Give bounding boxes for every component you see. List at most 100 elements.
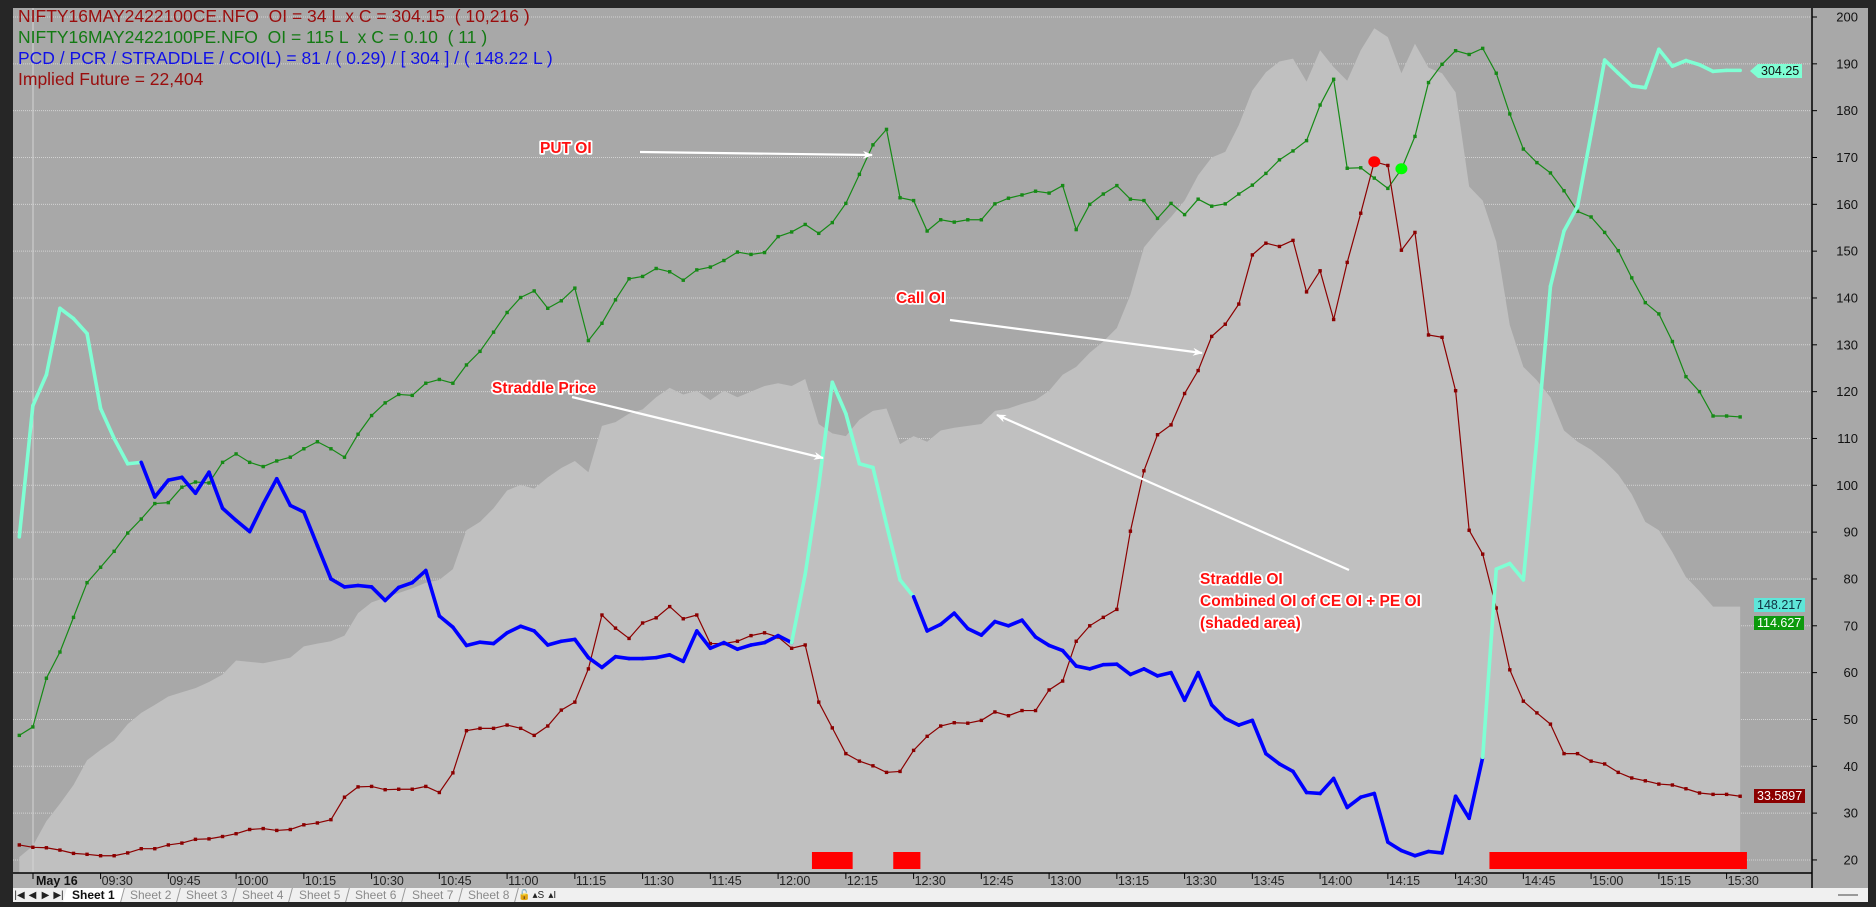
put-oi-point xyxy=(275,459,279,463)
straddle-price-segment xyxy=(112,436,130,466)
straddle-price-segment xyxy=(1196,670,1214,707)
tab-sheet-5[interactable]: Sheet 5 xyxy=(289,888,351,902)
straddle-price-segment xyxy=(451,625,469,648)
x-tick-label: 10:30 xyxy=(373,874,404,888)
put-oi-point xyxy=(830,220,834,225)
tab-sheet-6[interactable]: Sheet 6 xyxy=(346,888,407,902)
call-oi-point xyxy=(1250,253,1255,257)
put-oi-point xyxy=(342,455,347,459)
call-oi-point xyxy=(112,854,116,858)
put-oi-point xyxy=(1142,198,1146,203)
put-oi-point xyxy=(1115,183,1119,188)
call-oi-point xyxy=(437,790,442,795)
prev-sheet-button[interactable]: ◀ xyxy=(28,889,37,901)
lock-icon[interactable]: 🔓 xyxy=(518,889,531,901)
straddle-price-segment xyxy=(369,585,387,603)
y-tick-label: 120 xyxy=(1836,384,1858,399)
straddle-price-segment xyxy=(315,543,333,581)
tab-sheet-3[interactable]: Sheet 3 xyxy=(177,888,238,902)
straddle-price-segment xyxy=(1264,751,1282,766)
call-oi-point xyxy=(762,631,767,635)
call-oi-point xyxy=(1697,791,1702,795)
straddle-price-segment xyxy=(1494,561,1512,571)
ce-peak-dot xyxy=(1368,156,1381,168)
straddle-price-segment xyxy=(532,629,550,647)
put-oi-point xyxy=(17,733,21,738)
call-oi-point xyxy=(1467,528,1471,532)
call-oi-point xyxy=(1155,433,1160,437)
x-tick-label: 12:30 xyxy=(915,874,946,888)
call-oi-point xyxy=(207,837,211,841)
last-sheet-button[interactable]: ▶| xyxy=(53,889,64,901)
call-oi-point xyxy=(668,604,672,609)
straddle-price-segment xyxy=(274,476,293,508)
put-oi-point xyxy=(207,481,211,485)
call-oi-point xyxy=(1426,333,1431,337)
call-oi-point xyxy=(1237,302,1241,306)
put-oi-point xyxy=(1481,46,1485,51)
call-oi-point xyxy=(451,771,455,775)
straddle-price-segment xyxy=(1616,71,1634,88)
scale-s-icon[interactable]: ▴S xyxy=(532,889,545,901)
straddle-price-segment xyxy=(884,522,902,582)
annotation-call-oi: Call OI xyxy=(896,290,945,307)
call-oi-point xyxy=(1711,792,1715,797)
x-axis-panel xyxy=(13,873,1812,888)
put-oi-point xyxy=(1494,71,1498,75)
series-layer xyxy=(17,46,1742,858)
call-oi-point xyxy=(1182,391,1187,396)
call-oi-point xyxy=(1088,624,1092,628)
call-oi-point xyxy=(1277,244,1282,249)
put-oi-point xyxy=(1291,149,1295,153)
call-oi-point xyxy=(491,726,496,731)
straddle-price-segment xyxy=(464,640,482,648)
call-oi-point xyxy=(98,854,103,858)
x-tick-label: 11:45 xyxy=(711,874,741,888)
put-oi-point xyxy=(776,234,780,239)
scale-i-icon[interactable]: ▴I xyxy=(548,889,557,901)
first-sheet-button[interactable]: |◀ xyxy=(14,889,25,901)
straddle-price-segment xyxy=(1033,635,1051,648)
call-oi-point xyxy=(1020,708,1024,713)
put-oi-point xyxy=(464,363,469,367)
call-oi-point xyxy=(369,784,374,789)
y-tick-label: 70 xyxy=(1844,618,1858,633)
tab-sheet-8[interactable]: Sheet 8 xyxy=(459,888,520,902)
put-oi-point xyxy=(44,676,49,680)
put-oi-point xyxy=(884,127,889,132)
put-oi-point xyxy=(695,268,699,272)
put-oi-point xyxy=(1223,202,1227,206)
straddle-oi-ce-oi-pe-oi-area xyxy=(19,28,1741,873)
tab-sheet-2[interactable]: Sheet 2 xyxy=(120,888,181,902)
straddle-price-segment xyxy=(518,624,537,633)
call-oi-point xyxy=(546,724,550,728)
y-tick-label: 200 xyxy=(1836,10,1858,25)
call-oi-point xyxy=(1318,269,1322,273)
tab-sheet-7[interactable]: Sheet 7 xyxy=(402,888,463,902)
x-tick-label: 15:30 xyxy=(1728,874,1759,888)
put-oi-point xyxy=(708,265,713,269)
straddle-price-segment xyxy=(71,316,89,336)
put-oi-point xyxy=(722,258,726,263)
call-oi-point xyxy=(911,748,916,753)
straddle-price-segment xyxy=(925,622,943,633)
straddle-price-segment xyxy=(1399,848,1417,858)
put-oi-point xyxy=(518,295,523,300)
call-oi-point xyxy=(193,837,198,842)
ce-oi-last-value-badge: 33.5897 xyxy=(1754,789,1806,803)
put-oi-point xyxy=(1535,160,1539,165)
call-oi-point xyxy=(180,841,184,845)
put-oi-point xyxy=(857,172,862,177)
next-sheet-button[interactable]: ▶ xyxy=(41,889,50,901)
call-oi-point xyxy=(1128,529,1133,533)
horizontal-scrollbar[interactable] xyxy=(1838,894,1858,896)
tab-sheet-1[interactable]: Sheet 1 xyxy=(63,888,125,902)
tab-sheet-4[interactable]: Sheet 4 xyxy=(233,888,294,902)
x-tick-label: 15:00 xyxy=(1592,874,1623,888)
call-oi-point xyxy=(844,751,848,756)
call-oi-point xyxy=(1060,679,1065,683)
put-oi-point xyxy=(1182,212,1187,217)
put-oi-point xyxy=(1643,300,1647,305)
annotation-straddle-oi-desc: Combined OI of CE OI + PE OI xyxy=(1200,593,1421,610)
